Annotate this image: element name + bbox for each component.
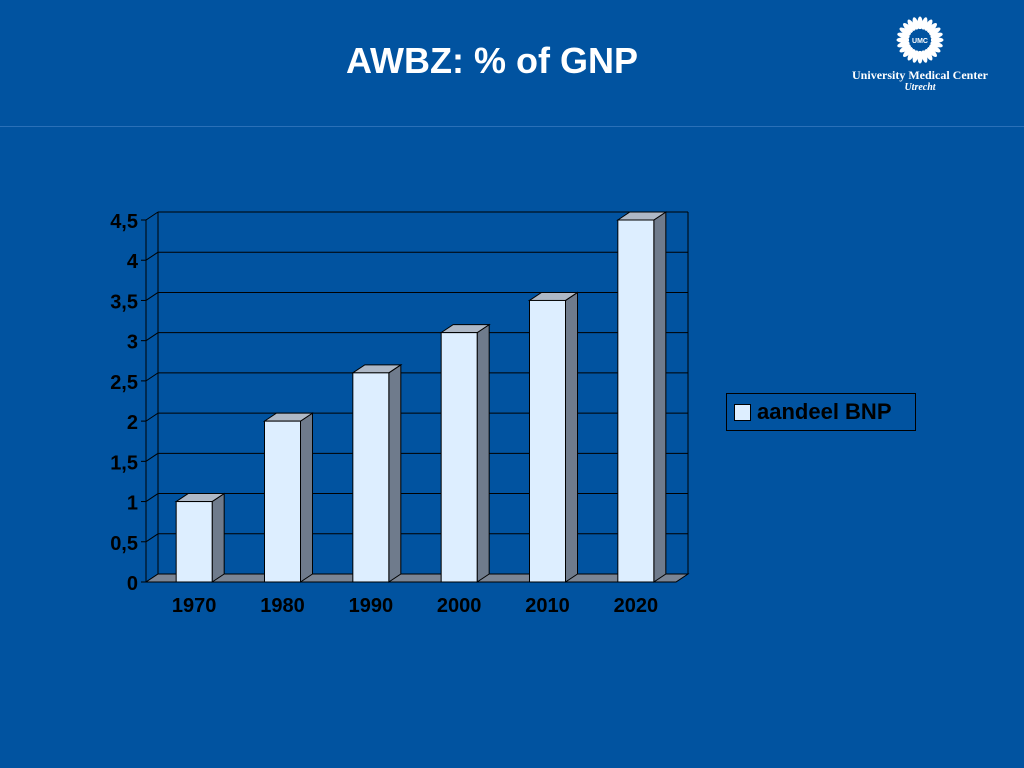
title-divider [0,126,1024,127]
gridline-side [145,533,159,543]
y-tick-label: 1,5 [110,452,138,474]
bar-front [440,332,478,583]
bar-front [352,372,390,583]
bar-side [653,211,667,583]
y-tick-label: 3,5 [110,291,138,313]
umc-emblem-icon: UMC [896,16,944,64]
bar [527,291,580,583]
x-tick-label: 1970 [172,595,217,617]
page-title: AWBZ: % of GNP [346,40,638,81]
x-tick-label: 2010 [525,595,570,617]
gridline-side [145,251,159,261]
bar-side [300,412,313,583]
bar [351,363,403,583]
y-tick-label: 0 [127,573,138,595]
legend-label: aandeel BNP [757,399,892,424]
umc-logo: UMC University Medical Center Utrecht [840,14,1000,96]
x-tick-label: 2000 [437,595,482,617]
logo-org-name: University Medical Center [852,68,988,82]
chart-legend: aandeel BNP [726,393,916,431]
y-tick-label: 2 [127,412,138,434]
logo-emblem-text: UMC [912,38,928,45]
bar-front [617,219,655,583]
gridline-side [145,412,159,422]
bar-side [565,291,578,583]
bar-front [529,299,566,583]
y-tick-label: 4,5 [110,211,138,233]
gridline-side [145,292,159,301]
chart-floor [144,573,690,583]
x-tick-label: 1980 [260,595,305,617]
y-tick-label: 4 [127,251,139,273]
bar-side [388,363,402,583]
gridline-side [145,211,159,221]
bar [174,492,226,583]
bar-front [175,501,213,583]
y-tick-label: 0,5 [110,533,138,555]
bar-front [264,420,301,583]
y-tick-label: 3 [127,332,138,354]
bar-side [211,492,225,583]
logo-city: Utrecht [904,82,936,93]
bar [439,323,491,583]
gridline-side [145,452,159,462]
gridline-side [145,372,159,382]
bar-side [476,323,490,583]
x-tick-label: 2020 [614,595,659,617]
gridline-side [145,493,159,502]
y-tick-label: 1 [127,493,138,515]
x-tick-label: 1990 [349,595,394,617]
bar [616,211,668,583]
y-tick-label: 2,5 [110,372,138,394]
bar [262,412,315,583]
gridline-side [145,332,159,342]
legend-swatch [734,403,751,421]
